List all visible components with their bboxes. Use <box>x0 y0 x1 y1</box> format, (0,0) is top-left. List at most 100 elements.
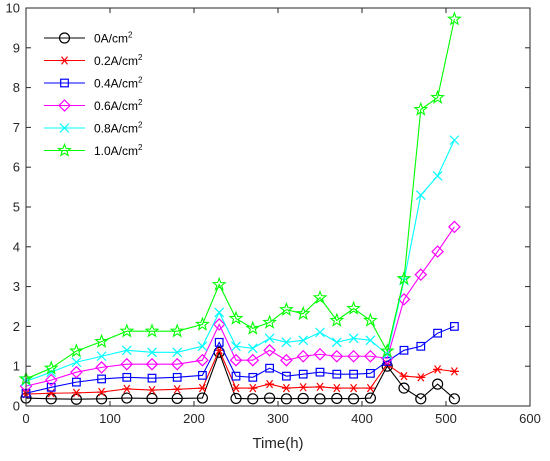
data-point <box>448 220 461 234</box>
data-point <box>348 333 359 344</box>
legend-marker <box>60 56 69 65</box>
data-point <box>245 320 261 335</box>
y-tick-label: 3 <box>13 279 20 294</box>
data-point <box>413 101 429 116</box>
data-point <box>119 323 135 338</box>
x-axis-label: Time(h) <box>252 435 303 452</box>
y-tick-label: 8 <box>13 80 20 95</box>
data-point <box>365 335 376 346</box>
legend: 0A/cm2 0.2A/cm2 0.4A/cm2 0.6A/cm2 0.8A/cm2 1.… <box>44 31 143 158</box>
data-point <box>348 393 360 405</box>
data-point <box>70 393 83 405</box>
data-point <box>97 374 107 384</box>
data-point <box>349 369 358 379</box>
data-point <box>171 392 183 405</box>
legend-label: 0.2A/cm2 <box>94 53 143 68</box>
data-point <box>298 335 309 346</box>
data-point <box>265 379 275 389</box>
data-point <box>362 312 378 327</box>
data-point <box>169 323 185 338</box>
x-tick-label: 300 <box>267 411 289 426</box>
data-point <box>264 333 275 344</box>
data-point <box>172 347 183 358</box>
data-point <box>229 353 243 367</box>
data-point <box>121 345 132 356</box>
legend-label: 0A/cm2 <box>94 31 133 46</box>
legend-label-superscript: 2 <box>138 53 143 62</box>
data-point <box>349 383 359 393</box>
data-point <box>94 333 109 348</box>
legend-label: 0.4A/cm2 <box>94 76 143 91</box>
data-point <box>332 369 342 379</box>
data-point <box>430 89 446 104</box>
data-point <box>399 371 409 381</box>
data-point <box>231 341 241 352</box>
data-point <box>198 370 207 380</box>
y-tick-label: 5 <box>13 200 20 215</box>
data-point <box>315 382 325 392</box>
data-point <box>196 353 209 367</box>
data-point <box>398 382 410 394</box>
legend-item: 0.6A/cm2 <box>44 98 143 113</box>
data-point <box>265 363 274 373</box>
data-point <box>332 383 342 393</box>
data-point <box>144 323 160 338</box>
data-point <box>69 343 84 358</box>
legend-marker <box>58 99 71 112</box>
data-point <box>364 349 377 363</box>
y-tick-label: 9 <box>13 40 20 55</box>
data-point <box>315 327 325 338</box>
legend-label-superscript: 2 <box>138 121 143 130</box>
data-point <box>248 383 258 393</box>
y-tick-label: 6 <box>13 160 20 175</box>
data-point <box>194 316 210 331</box>
series-6 <box>18 11 462 386</box>
legend-marker <box>60 78 69 88</box>
data-point <box>95 393 108 405</box>
data-point <box>147 385 157 395</box>
data-point <box>46 382 56 392</box>
data-point <box>433 328 442 338</box>
data-point <box>366 368 375 378</box>
axes-layer: 0 100 200 300 400 500 600 0 1 2 3 4 5 6 7 8 9 10 <box>6 1 541 427</box>
data-point <box>43 360 59 375</box>
data-point <box>450 322 459 331</box>
data-point <box>314 393 326 405</box>
data-point <box>433 365 443 374</box>
data-point <box>70 365 83 379</box>
data-point <box>346 300 362 315</box>
x-tick-label: 100 <box>99 411 121 426</box>
legend-label-superscript: 2 <box>138 98 143 107</box>
data-point <box>379 343 395 358</box>
data-point <box>313 347 327 361</box>
x-tick-label: 0 <box>22 411 29 426</box>
data-point <box>295 305 311 320</box>
series-line <box>25 350 455 400</box>
data-point <box>281 337 292 348</box>
data-point <box>247 393 259 405</box>
legend-label-superscript: 2 <box>138 143 143 152</box>
data-point <box>315 367 325 377</box>
legend-item: 1.0A/cm2 <box>44 142 143 158</box>
data-point <box>416 373 426 382</box>
data-point <box>296 349 310 363</box>
data-point <box>120 357 134 371</box>
legend-label: 0.8A/cm2 <box>94 121 143 136</box>
data-point <box>214 307 225 318</box>
data-point <box>282 371 291 381</box>
data-point <box>172 372 182 382</box>
data-point <box>214 346 224 355</box>
data-point <box>447 11 462 26</box>
data-point <box>347 349 360 363</box>
legend-item: 0A/cm2 <box>44 31 133 46</box>
data-point <box>263 343 276 357</box>
data-point <box>197 341 208 352</box>
data-point <box>297 392 309 405</box>
data-point <box>95 361 108 374</box>
data-point <box>97 387 107 397</box>
data-point <box>262 314 278 329</box>
data-point <box>248 372 258 382</box>
data-point <box>211 276 227 291</box>
data-point <box>145 357 159 371</box>
